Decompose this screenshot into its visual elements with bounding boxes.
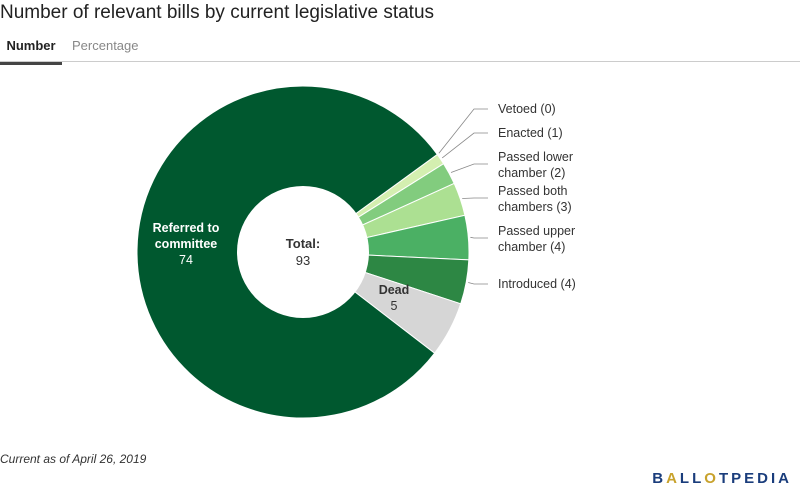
ballotpedia-logo: BALLOTPEDIA (652, 470, 792, 487)
label-passed-upper-chamber: chamber (4) (498, 240, 565, 254)
value-referred-to-committee: 74 (179, 253, 193, 267)
leader-line-introduced (468, 282, 488, 285)
label-dead: Dead (379, 283, 410, 297)
tab-percentage[interactable]: Percentage (72, 38, 139, 53)
tab-number[interactable]: Number (0, 38, 62, 65)
donut-hole (237, 186, 369, 318)
label-introduced: Introduced (4) (498, 277, 576, 291)
label-passed-both-chambers: chambers (3) (498, 200, 572, 214)
leader-line-vetoed (438, 108, 488, 154)
label-referred-to-committee: Referred to (153, 221, 220, 235)
leader-line-passed-upper-chamber (470, 236, 488, 239)
chart-title: Number of relevant bills by current legi… (0, 2, 435, 23)
slice-labels: Vetoed (0) Enacted (1) Passed lower chamber… (153, 102, 576, 313)
value-dead: 5 (391, 299, 398, 313)
label-passed-both-chambers: Passed both (498, 184, 568, 198)
leader-line-passed-both-chambers (462, 197, 488, 199)
label-passed-lower-chamber: chamber (2) (498, 166, 565, 180)
center-total-label: Total: (286, 236, 320, 251)
label-referred-to-committee: committee (155, 237, 218, 251)
footnote: Current as of April 26, 2019 (0, 452, 147, 466)
label-vetoed: Vetoed (0) (498, 102, 556, 116)
leader-line-enacted (441, 132, 488, 159)
label-passed-upper-chamber: Passed upper (498, 224, 575, 238)
label-passed-lower-chamber: Passed lower (498, 150, 573, 164)
donut-chart: Vetoed (0) Enacted (1) Passed lower chamber… (136, 85, 576, 419)
view-tabs: Number Percentage (0, 34, 800, 65)
label-enacted: Enacted (1) (498, 126, 563, 140)
center-total-value: 93 (296, 253, 310, 268)
leader-line-passed-lower-chamber (450, 163, 488, 173)
